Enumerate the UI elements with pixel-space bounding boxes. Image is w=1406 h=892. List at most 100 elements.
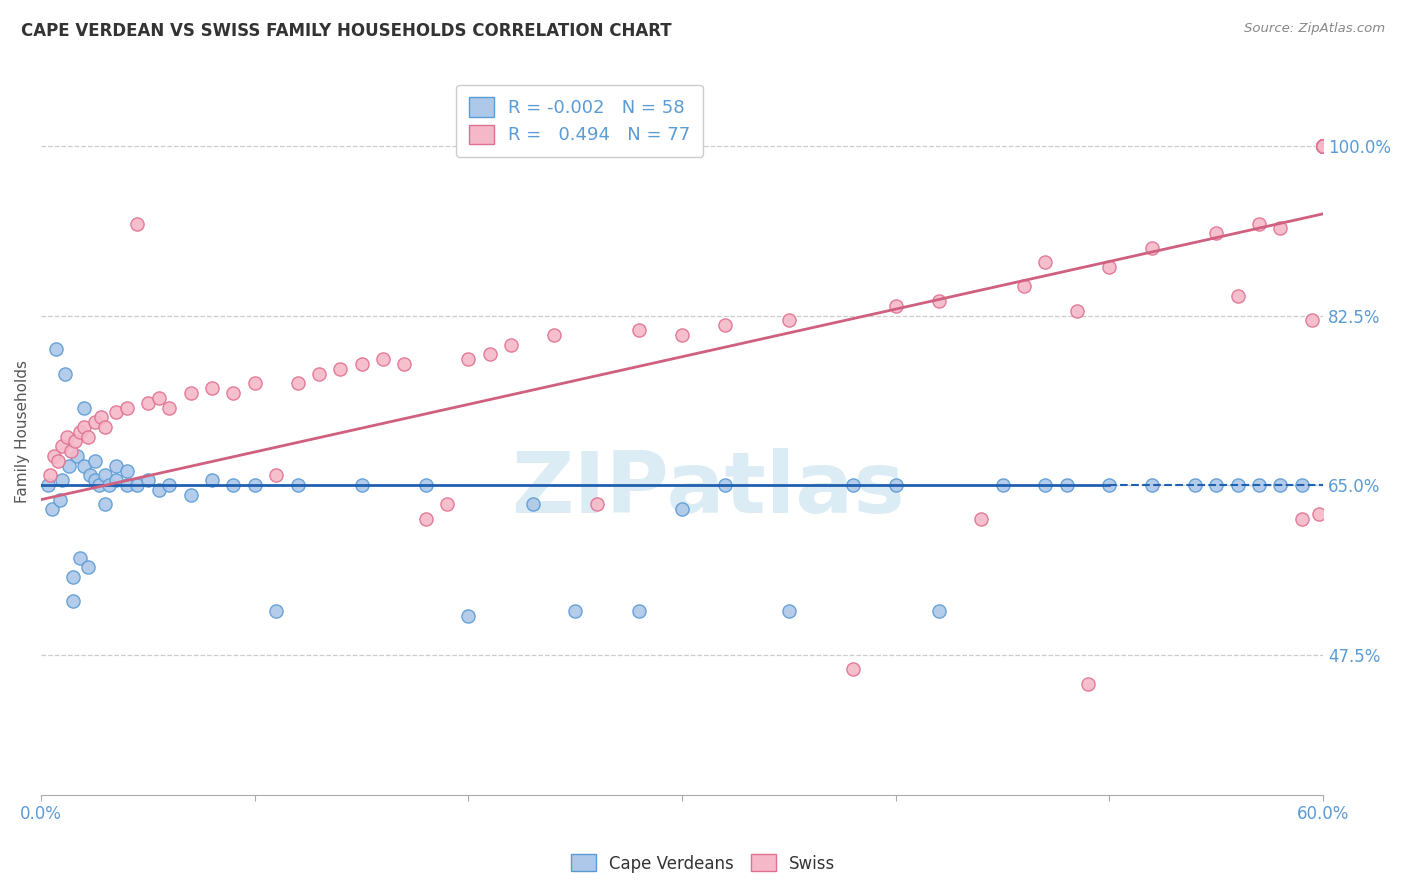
Legend: R = -0.002   N = 58, R =   0.494   N = 77: R = -0.002 N = 58, R = 0.494 N = 77 [456,85,703,157]
Point [46,454,69,468]
Point [104,473,127,487]
Point [1312,139,1334,153]
Point [148,391,170,405]
Point [436,498,458,512]
Point [371,352,394,367]
Point [83,454,105,468]
Point [1098,478,1121,492]
Point [350,478,373,492]
Point [778,604,800,618]
Point [90,410,112,425]
Point [77,560,100,574]
Point [1312,139,1334,153]
Point [1312,139,1334,153]
Point [714,318,737,333]
Point [201,381,224,395]
Point [1312,139,1334,153]
Point [628,604,651,618]
Point [83,415,105,429]
Point [1312,139,1334,153]
Point [60,444,83,458]
Point [94,498,117,512]
Point [1226,289,1249,303]
Point [1301,313,1323,327]
Point [1312,139,1334,153]
Point [628,323,651,337]
Point [157,478,180,492]
Point [1184,478,1206,492]
Point [522,498,544,512]
Point [45,343,67,357]
Point [115,401,138,415]
Point [49,492,72,507]
Point [1098,260,1121,274]
Point [1291,478,1313,492]
Point [127,478,149,492]
Point [104,405,127,419]
Point [157,401,180,415]
Point [1312,139,1334,153]
Point [1066,303,1088,318]
Point [778,313,800,327]
Point [1312,139,1334,153]
Point [543,327,565,342]
Point [51,473,73,487]
Point [37,478,59,492]
Point [222,386,245,401]
Text: ZIPatlas: ZIPatlas [510,449,904,532]
Point [38,468,60,483]
Point [671,502,693,516]
Point [1312,139,1334,153]
Point [287,478,309,492]
Point [1312,139,1334,153]
Point [585,498,607,512]
Point [287,376,309,391]
Point [842,662,865,676]
Point [671,327,693,342]
Point [928,604,950,618]
Point [1205,226,1227,240]
Point [1312,139,1334,153]
Point [94,420,117,434]
Point [457,608,479,623]
Point [1226,478,1249,492]
Point [201,473,224,487]
Point [1312,139,1334,153]
Point [1056,478,1078,492]
Point [180,488,202,502]
Point [104,458,127,473]
Point [79,468,101,483]
Point [148,483,170,497]
Point [884,478,907,492]
Point [415,512,437,526]
Point [73,401,96,415]
Point [350,357,373,371]
Point [115,478,138,492]
Text: CAPE VERDEAN VS SWISS FAMILY HOUSEHOLDS CORRELATION CHART: CAPE VERDEAN VS SWISS FAMILY HOUSEHOLDS … [21,22,672,40]
Point [51,439,73,453]
Point [457,352,479,367]
Point [1308,507,1330,521]
Point [928,293,950,308]
Point [1035,478,1057,492]
Point [415,478,437,492]
Point [1270,478,1292,492]
Point [842,478,865,492]
Point [243,376,266,391]
Point [394,357,416,371]
Point [1140,478,1163,492]
Point [69,550,91,565]
Point [501,337,523,351]
Point [1312,139,1334,153]
Point [180,386,202,401]
Point [65,434,87,449]
Point [264,604,287,618]
Point [1312,139,1334,153]
Point [222,478,245,492]
Y-axis label: Family Households: Family Households [15,360,30,503]
Point [66,449,89,463]
Point [83,473,105,487]
Point [55,430,77,444]
Point [1247,478,1270,492]
Point [1140,241,1163,255]
